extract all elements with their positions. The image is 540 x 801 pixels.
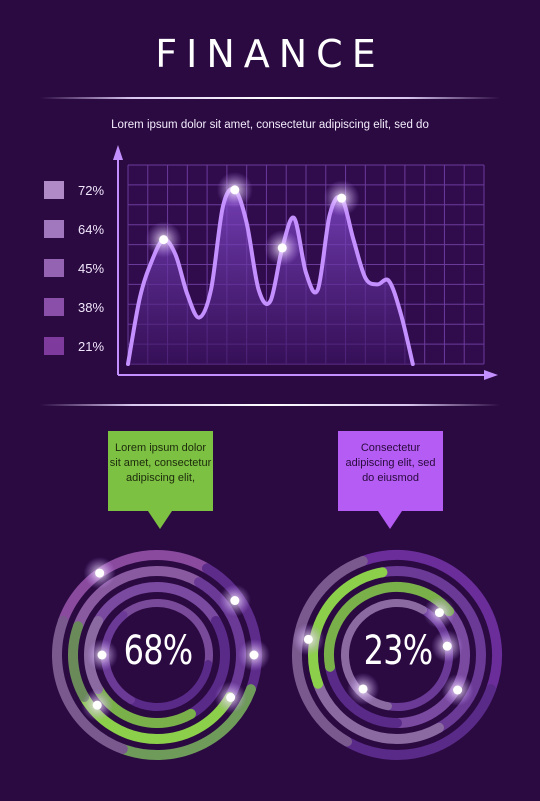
- ring-segment: [186, 616, 230, 719]
- ring-segment: [73, 566, 204, 632]
- legend-item: 21%: [44, 337, 124, 355]
- page-title: FINANCE: [155, 32, 385, 76]
- ring-segment: [325, 661, 402, 728]
- ring-segment: [377, 566, 486, 733]
- donut-label-left: 68%: [123, 628, 194, 674]
- donut-chart-right: [292, 550, 502, 760]
- ring-marker: [230, 596, 240, 606]
- ring-marker: [453, 685, 463, 695]
- ring-marker: [97, 650, 107, 660]
- ring-segment: [93, 582, 221, 626]
- callout-box-right: Consectetur adipiscing elit, sed do eius…: [338, 431, 443, 529]
- legend-swatch: [44, 337, 64, 355]
- legend-label: 21%: [78, 339, 105, 354]
- legend-swatch: [44, 220, 64, 238]
- donut-label-right: 23%: [363, 628, 434, 674]
- ring-marker: [303, 634, 313, 644]
- ring-marker: [249, 650, 259, 660]
- data-point: [337, 193, 347, 203]
- data-point: [159, 235, 169, 245]
- data-point: [230, 185, 240, 195]
- ring-segment: [202, 563, 262, 695]
- legend-swatch: [44, 298, 64, 316]
- ring-marker: [92, 700, 102, 710]
- x-axis-arrow: [484, 370, 498, 380]
- top-divider: [40, 97, 500, 99]
- ring-segment: [194, 577, 246, 702]
- ring-marker: [358, 684, 368, 694]
- ring-segment: [308, 567, 388, 689]
- series-line: [126, 186, 415, 366]
- ring-segment: [313, 678, 444, 744]
- ring-segment: [52, 615, 128, 754]
- ring-segment: [58, 550, 212, 626]
- ring-segment: [68, 621, 90, 702]
- legend-label: 72%: [78, 183, 105, 198]
- legend-label: 45%: [78, 261, 105, 276]
- ring-segment: [127, 660, 213, 711]
- ring-segment: [119, 599, 213, 669]
- area-fill: [128, 188, 413, 364]
- ring-marker: [434, 608, 444, 618]
- legend-item: 45%: [44, 259, 124, 277]
- subtitle: Lorem ipsum dolor sit amet, consectetur …: [111, 119, 429, 131]
- middle-divider: [40, 404, 500, 406]
- ring-marker: [442, 641, 452, 651]
- legend-item: 64%: [44, 220, 124, 238]
- data-point: [277, 243, 287, 253]
- chart-points: [145, 171, 360, 266]
- legend-item: 38%: [44, 298, 124, 316]
- chart-area: [126, 186, 415, 366]
- ring-marker: [95, 568, 105, 578]
- chart-axes: [113, 145, 498, 380]
- callout-box-left: Lorem ipsum dolor sit amet, consectetur …: [108, 431, 213, 529]
- legend-label: 64%: [78, 222, 105, 237]
- ring-segment: [324, 582, 455, 672]
- legend-item: 72%: [44, 181, 124, 199]
- legend-label: 38%: [78, 300, 105, 315]
- donut-chart-left: [52, 550, 270, 760]
- legend-swatch: [44, 181, 64, 199]
- legend-swatch: [44, 259, 64, 277]
- y-axis-arrow: [113, 145, 123, 160]
- ring-segment: [342, 684, 496, 760]
- ring-marker: [226, 693, 236, 702]
- ring-segment: [357, 550, 502, 695]
